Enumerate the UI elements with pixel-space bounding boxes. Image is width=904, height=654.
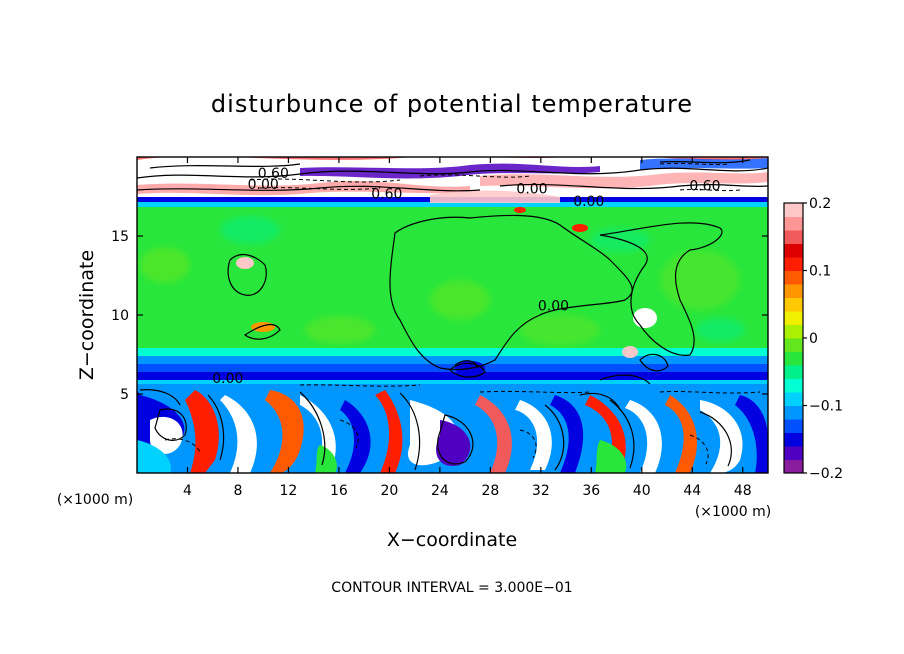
colorbar-swatch [784, 270, 803, 285]
colorbar-swatch [784, 419, 803, 433]
contour-label: 0.00 [573, 194, 604, 210]
contour-labels: 0.600.000.60 0.000.000.600.000.00 [212, 166, 720, 387]
contour-lines [137, 159, 768, 471]
x-axis-ticks: 4 8 12 16 20 24 28 32 36 40 44 48 [183, 157, 752, 499]
colorbar-swatch [784, 297, 803, 312]
colorbar-tick-label: −0.1 [809, 399, 843, 415]
contour-interval-note: CONTOUR INTERVAL = 3.000E−01 [331, 580, 572, 596]
colorbar-swatch [784, 324, 803, 339]
y-axis-label: Z−coordinate [76, 250, 98, 380]
y-tick-label: 10 [111, 308, 129, 324]
colorbar-tick-label: −0.2 [809, 466, 843, 482]
colorbar-tick-label: 0.1 [809, 264, 831, 280]
x-tick-label: 16 [330, 483, 348, 499]
x-unit-label-right: (×1000 m) [695, 504, 771, 520]
x-tick-label: 8 [233, 483, 242, 499]
contour-label: 0.60 [689, 178, 720, 194]
colorbar-swatch [784, 365, 803, 379]
colorbar-swatch [784, 243, 803, 258]
x-axis-label: X−coordinate [387, 529, 517, 551]
y-axis-ticks: 5 10 15 [111, 229, 768, 403]
contour-label: 0.60 [258, 166, 289, 182]
y-tick-label: 5 [120, 387, 129, 403]
colorbar-swatch [784, 216, 803, 231]
contour-label: 0.00 [248, 177, 279, 193]
contour-label: 0.00 [212, 371, 243, 387]
contour-label: 0.00 [516, 182, 547, 198]
plot-area [136, 156, 769, 474]
colorbar-swatch [784, 432, 803, 447]
colorbar-swatch [784, 203, 803, 217]
x-tick-label: 44 [683, 483, 701, 499]
lower-layer [137, 384, 768, 473]
contour-label: 0.00 [538, 299, 569, 315]
contour-lines-negative [164, 162, 761, 465]
x-tick-label: 4 [183, 483, 192, 499]
colorbar-tick-label: 0.2 [809, 196, 831, 212]
colorbar-swatch [784, 378, 803, 393]
colorbar-swatch [784, 351, 803, 366]
x-tick-label: 36 [582, 483, 600, 499]
x-tick-label: 28 [481, 483, 499, 499]
x-tick-label: 12 [280, 483, 298, 499]
colorbar-swatch [784, 230, 803, 244]
x-tick-label: 48 [734, 483, 752, 499]
chart-title: disturbunce of potential temperature [211, 90, 693, 118]
x-unit-label-left: (×1000 m) [57, 492, 133, 508]
x-tick-label: 32 [532, 483, 550, 499]
colorbar: 0.2 0.1 0 −0.1 −0.2 [783, 196, 843, 482]
colorbar-swatch [784, 405, 803, 420]
colorbar-swatch [784, 459, 803, 474]
contour-label: 0.60 [371, 186, 402, 202]
colorbar-tick-label: 0 [809, 331, 818, 347]
colorbar-swatch [784, 392, 803, 406]
upper-band [137, 157, 768, 207]
colorbar-swatch [784, 257, 803, 271]
x-tick-label: 40 [633, 483, 651, 499]
colorbar-swatch [784, 446, 803, 460]
colorbar-swatch [784, 311, 803, 325]
colorbar-swatch [784, 338, 803, 352]
x-tick-label: 24 [431, 483, 449, 499]
x-tick-label: 20 [380, 483, 398, 499]
colorbar-swatch [784, 284, 803, 298]
y-tick-label: 15 [111, 229, 129, 245]
